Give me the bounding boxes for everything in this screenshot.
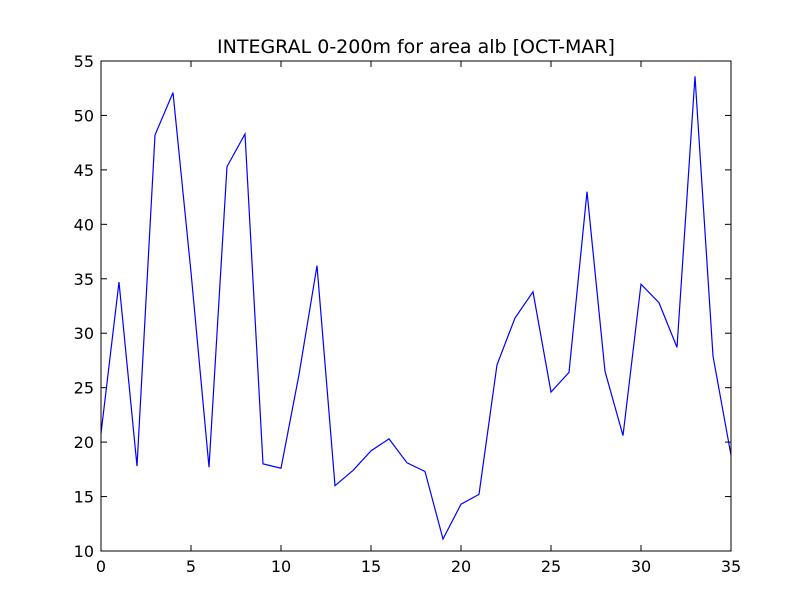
y-tick-label: 45 (74, 161, 94, 180)
y-tick-label: 20 (74, 433, 94, 452)
y-tick-label: 40 (74, 215, 94, 234)
x-tick-label: 15 (361, 557, 381, 576)
axes: 0 5 10 15 20 25 30 35 10 15 20 25 30 35 40 45 50 55 (74, 52, 742, 576)
x-tick-label: 35 (721, 557, 741, 576)
plot-area (100, 76, 732, 541)
y-tick-label: 10 (74, 542, 94, 561)
y-tick-label: 55 (74, 52, 94, 71)
plot-frame (100, 60, 732, 552)
x-tick-label: 25 (541, 557, 561, 576)
series-line-0 (100, 76, 732, 541)
y-tick-label: 35 (74, 270, 94, 289)
x-tick-label: 10 (271, 557, 291, 576)
x-tick-label: 30 (631, 557, 651, 576)
y-tick-label: 50 (74, 106, 94, 125)
chart-title: INTEGRAL 0-200m for area alb [OCT-MAR] (217, 36, 615, 58)
y-tick-label: 25 (74, 379, 94, 398)
x-tick-label: 5 (186, 557, 196, 576)
x-tick-label: 0 (96, 557, 106, 576)
y-tick-label: 15 (74, 488, 94, 507)
x-tick-label: 20 (451, 557, 471, 576)
y-tick-label: 30 (74, 324, 94, 343)
